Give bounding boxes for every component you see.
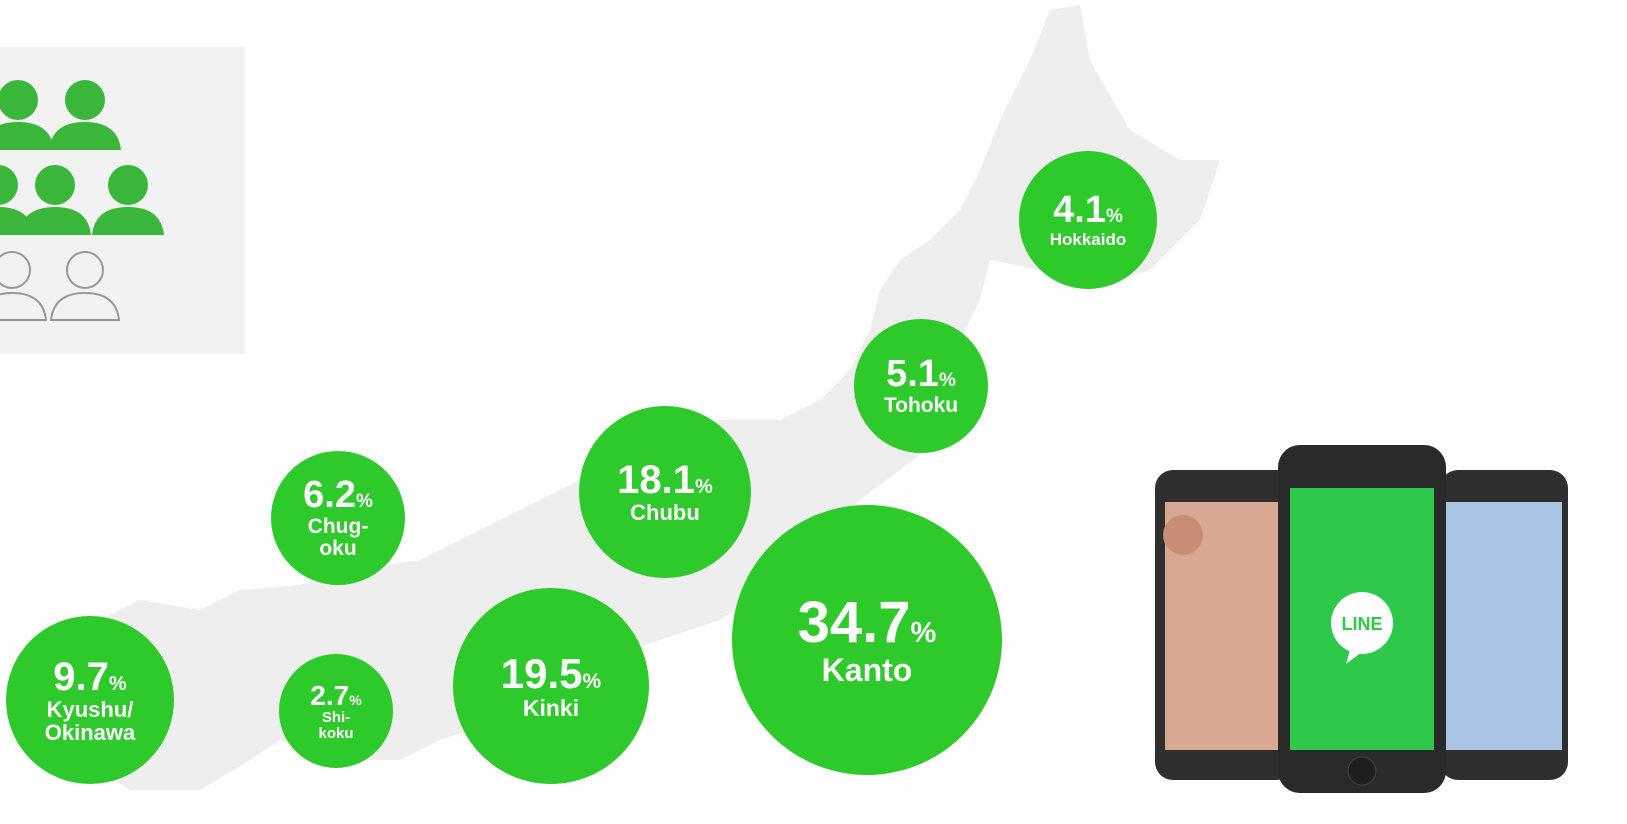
region-value: 4.1: [1053, 189, 1106, 231]
region-bubble: 9.7%Kyushu/Okinawa: [6, 616, 174, 784]
region-bubble: 5.1%Tohoku: [854, 319, 988, 453]
region-name: Kanto: [822, 654, 913, 688]
region-name: Chubu: [630, 501, 700, 524]
region-name: Okinawa: [45, 721, 135, 744]
region-value: 2.7: [310, 680, 349, 711]
region-unit: %: [349, 692, 361, 708]
region-bubble: 34.7%Kanto: [732, 505, 1002, 775]
value-row: 34.7%: [798, 593, 937, 654]
region-value: 5.1: [886, 353, 939, 395]
logo-text: LINE: [1341, 614, 1382, 634]
region-unit: %: [583, 670, 602, 693]
region-value: 6.2: [303, 474, 356, 516]
phones: LINE: [1155, 445, 1568, 793]
value-row: 2.7%: [310, 681, 361, 710]
region-unit: %: [911, 617, 937, 649]
page: LINE 4.1%Hokkaido 5.1%Tohoku 18.1%Chubu …: [0, 0, 1627, 824]
region-unit: %: [356, 491, 373, 512]
value-row: 6.2%: [303, 476, 373, 516]
value-row: 5.1%: [886, 355, 956, 395]
region-name: Shi-: [322, 710, 350, 726]
value-row: 9.7%: [53, 656, 126, 698]
value-row: 4.1%: [1053, 191, 1123, 231]
region-bubble: 2.7%Shi-koku: [279, 654, 393, 768]
region-unit: %: [109, 673, 127, 695]
region-name: Kyushu/: [47, 698, 134, 721]
region-name: koku: [318, 726, 353, 742]
region-bubble: 18.1%Chubu: [579, 406, 751, 578]
region-value: 9.7: [53, 655, 109, 699]
value-row: 19.5%: [501, 652, 601, 696]
region-unit: %: [695, 476, 713, 498]
region-bubble: 4.1%Hokkaido: [1019, 151, 1157, 289]
region-bubble: 19.5%Kinki: [453, 588, 649, 784]
region-name: Kinki: [523, 696, 579, 720]
region-value: 19.5: [501, 650, 583, 697]
region-unit: %: [1106, 206, 1123, 227]
region-value: 34.7: [798, 590, 911, 655]
region-name: oku: [319, 538, 356, 560]
region-value: 18.1: [617, 458, 695, 502]
region-bubble: 6.2%Chug-oku: [271, 451, 405, 585]
region-name: Tohoku: [884, 395, 958, 417]
value-row: 18.1%: [617, 459, 713, 501]
region-name: Hokkaido: [1050, 231, 1127, 249]
region-unit: %: [939, 370, 956, 391]
region-name: Chug-: [308, 516, 369, 538]
